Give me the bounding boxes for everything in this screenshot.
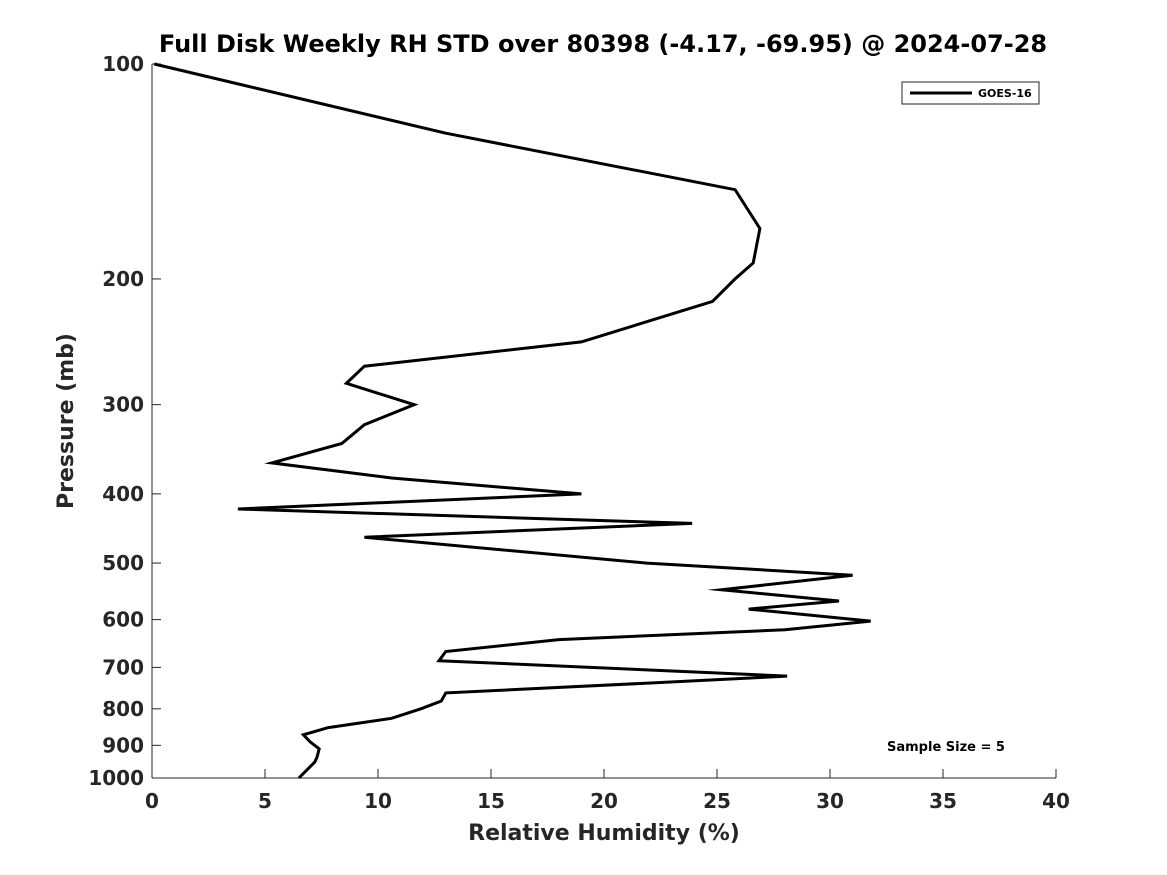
x-tick-label: 30 [816,789,844,813]
legend: GOES-16 [901,81,1040,105]
sample-size-annotation: Sample Size = 5 [887,740,1005,755]
y-tick-label: 1000 [88,766,144,790]
series-layer [153,62,871,780]
x-tick-label: 20 [590,789,618,813]
y-tick-label: 400 [102,482,144,506]
y-tick-label: 300 [102,393,144,417]
series-line-goes-16 [153,62,871,780]
y-tick-label: 800 [102,697,144,721]
x-axis-label: Relative Humidity (%) [468,821,740,846]
x-axis: 0 5 10 15 20 25 30 35 40 [145,769,1070,813]
plot-area: 0 5 10 15 20 25 30 35 40 100 200 300 400 500 600 700 80… [88,52,1070,813]
x-tick-label: 40 [1042,789,1070,813]
y-tick-label: 500 [102,551,144,575]
y-axis: 100 200 300 400 500 600 700 800 900 1000 [88,52,161,790]
x-tick-label: 25 [703,789,731,813]
x-tick-label: 5 [258,789,272,813]
y-tick-label: 100 [102,52,144,76]
y-axis-label: Pressure (mb) [54,333,79,509]
chart-title: Full Disk Weekly RH STD over 80398 (-4.1… [159,30,1047,58]
x-tick-label: 15 [477,789,505,813]
x-tick-label: 0 [145,789,159,813]
x-tick-label: 10 [364,789,392,813]
y-tick-label: 900 [102,733,144,757]
y-tick-label: 200 [102,267,144,291]
legend-label-goes-16: GOES-16 [978,87,1032,100]
y-tick-label: 600 [102,608,144,632]
x-tick-label: 35 [929,789,957,813]
y-tick-label: 700 [102,655,144,679]
